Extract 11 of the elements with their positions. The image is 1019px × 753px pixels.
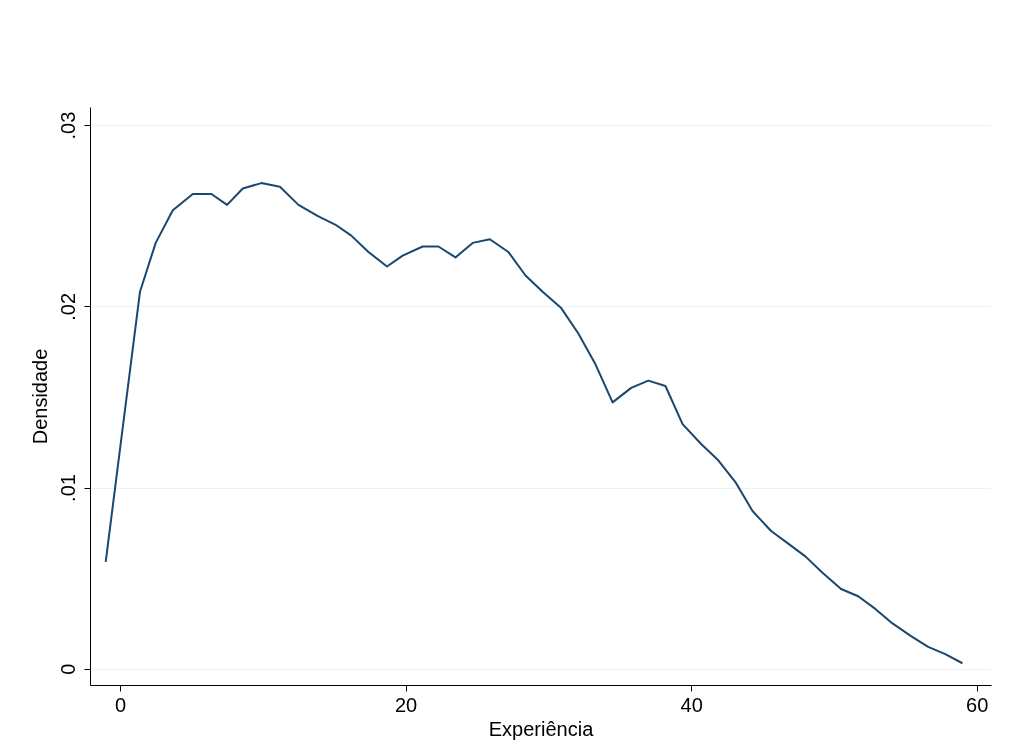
x-tick-label: 60 <box>966 693 989 716</box>
line-series <box>104 182 964 665</box>
x-tick-label: 40 <box>680 693 703 716</box>
x-tick-label: 20 <box>394 693 418 716</box>
x-tick-label: 0 <box>114 693 127 716</box>
x-axis-title: Experiência <box>488 717 595 740</box>
y-tick-label: .01 <box>56 474 79 502</box>
y-tick-label: .02 <box>56 292 79 321</box>
y-tick-label: 0 <box>56 663 79 675</box>
y-axis-title: Densidade <box>28 348 51 445</box>
y-tick-label: .03 <box>56 111 79 140</box>
